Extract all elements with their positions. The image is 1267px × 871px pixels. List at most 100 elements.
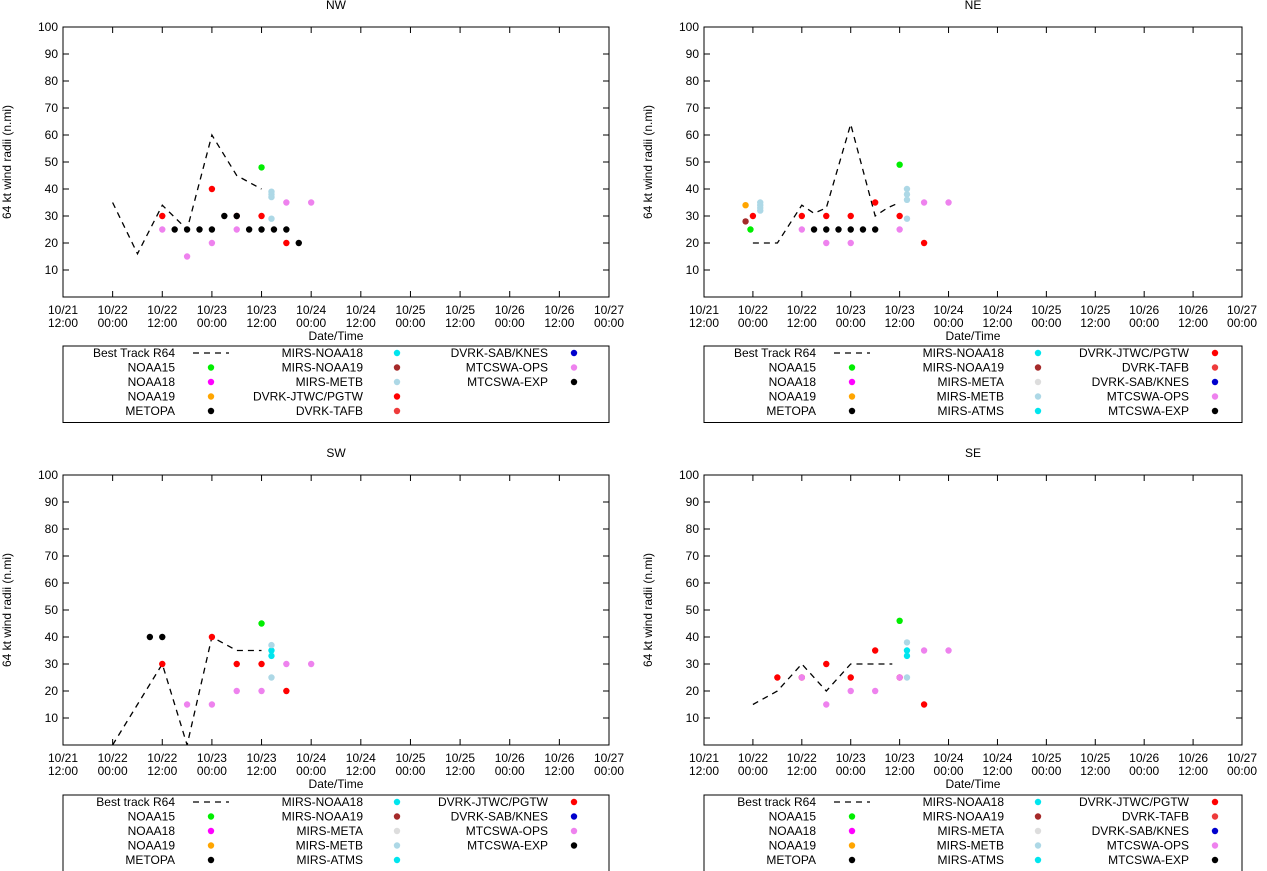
legend-dot-symbol — [393, 856, 401, 864]
y-tick-label: 90 — [686, 495, 700, 509]
x-tick-label-date: 10/22 — [147, 751, 177, 765]
legend-label: MTCSWA-EXP — [1108, 404, 1189, 418]
x-tick-label-time: 12:00 — [1080, 316, 1110, 330]
point-dvrk-jtwc-pgtw — [233, 660, 240, 668]
chart-panel-nw: NW 10 20 30 40 50 60 70 80 90 100 64 kt wind radii … — [0, 0, 624, 423]
legend-dot-symbol — [393, 798, 401, 806]
x-tick-label-date: 10/23 — [885, 751, 915, 765]
legend-dot-symbol — [207, 856, 215, 864]
y-tick-label: 30 — [686, 657, 700, 671]
point-mtcswa-exp — [159, 633, 166, 641]
legend-box — [62, 794, 610, 871]
legend-dot-symbol — [207, 407, 215, 415]
legend-label: MIRS-META — [297, 824, 363, 838]
x-tick-label-time: 00:00 — [594, 764, 624, 778]
y-tick-label: 100 — [38, 20, 58, 34]
chart-title: NE — [965, 0, 982, 12]
y-tick-label: 10 — [45, 711, 59, 725]
x-tick-label-time: 00:00 — [594, 316, 624, 330]
x-tick-label-date: 10/21 — [689, 303, 719, 317]
legend-label: NOAA19 — [128, 839, 176, 853]
legend-label: MIRS-METB — [937, 839, 1004, 853]
legend-label: NOAA15 — [769, 361, 817, 375]
point-mtcswa-ops — [283, 199, 290, 206]
x-tick-label-date: 10/23 — [836, 303, 866, 317]
legend-dot-symbol — [570, 349, 578, 357]
point-mirs-metb — [903, 185, 911, 193]
data-layer — [742, 121, 952, 247]
y-tick-label: 10 — [686, 711, 700, 725]
point-mtcswa-ops — [283, 660, 290, 668]
point-mtcswa-exp — [196, 226, 203, 233]
x-tick-label-date: 10/24 — [346, 751, 376, 765]
legend-dot-symbol — [1034, 349, 1042, 357]
y-tick-label: 40 — [686, 182, 700, 196]
y-tick-label: 60 — [686, 576, 700, 590]
x-tick-label-time: 12:00 — [787, 764, 817, 778]
legend-label: METOPA — [125, 404, 175, 418]
point-dvrk-jtwc-pgtw — [871, 647, 879, 654]
point-mirs-metb — [903, 674, 911, 681]
x-tick-label-time: 12:00 — [982, 764, 1012, 778]
x-tick-label-date: 10/23 — [836, 751, 866, 765]
point-dvrk-jtwc-pgtw — [847, 674, 854, 681]
x-tick-label-date: 10/25 — [445, 751, 475, 765]
y-tick-label: 20 — [45, 236, 59, 250]
point-dvrk-jtwc-pgtw — [258, 212, 265, 220]
x-tick-label-date: 10/22 — [98, 751, 128, 765]
legend-label: METOPA — [766, 853, 816, 867]
legend-dot-symbol — [848, 393, 856, 400]
legend-dot-symbol — [570, 827, 578, 835]
legend-dot-symbol — [393, 378, 401, 386]
point-mtcswa-exp — [245, 226, 253, 233]
y-tick-label: 100 — [679, 20, 699, 34]
x-tick-label-date: 10/25 — [395, 751, 425, 765]
point-mtcswa-ops — [920, 647, 928, 654]
legend-label: NOAA18 — [128, 824, 176, 838]
x-tick-label-time: 12:00 — [787, 316, 817, 330]
y-tick-label: 80 — [45, 74, 59, 88]
legend-label: MTCSWA-EXP — [467, 839, 548, 853]
x-tick-label-date: 10/26 — [1178, 751, 1208, 765]
x-tick-label-time: 00:00 — [1227, 764, 1257, 778]
x-tick-label-date: 10/27 — [1227, 303, 1257, 317]
plot-frame — [703, 474, 1243, 746]
legend-dot-symbol — [393, 407, 401, 415]
chart-panel-se: SE 10 20 30 40 50 60 70 80 90 100 64 kt wind radii … — [641, 446, 1257, 871]
point-mtcswa-exp — [146, 633, 154, 641]
point-mtcswa-ops — [847, 239, 854, 247]
chart-panel-ne: NE 10 20 30 40 50 60 70 80 90 100 64 kt wind radii … — [641, 0, 1257, 423]
legend-dot-symbol — [570, 798, 578, 806]
point-mtcswa-exp — [835, 226, 842, 233]
point-dvrk-jtwc-pgtw — [283, 687, 290, 695]
point-mtcswa-ops — [307, 199, 315, 206]
legend-dot-symbol — [393, 364, 401, 371]
legend-label: MIRS-METB — [296, 839, 363, 853]
x-tick-label-time: 00:00 — [98, 764, 128, 778]
point-mtcswa-exp — [208, 226, 216, 233]
point-mtcswa-ops — [183, 701, 191, 708]
x-tick-label-time: 00:00 — [836, 764, 866, 778]
x-tick-label-time: 00:00 — [296, 316, 326, 330]
point-mtcswa-exp — [283, 226, 290, 233]
legend-dot-symbol — [1211, 378, 1219, 386]
x-tick-label-date: 10/26 — [495, 751, 525, 765]
x-tick-label-date: 10/23 — [247, 303, 277, 317]
x-tick-label-time: 00:00 — [395, 316, 425, 330]
point-mirs-noaa18 — [268, 647, 275, 654]
legend-dot-symbol — [1034, 813, 1042, 820]
legend-label: DVRK-TAFB — [1122, 810, 1189, 824]
legend-label: METOPA — [766, 404, 816, 418]
legend-box — [62, 345, 610, 423]
plot-frame — [703, 26, 1243, 298]
legend-label: DVRK-SAB/KNES — [451, 810, 548, 824]
legend-label: DVRK-SAB/KNES — [1092, 375, 1189, 389]
point-dvrk-jtwc-pgtw — [208, 185, 216, 193]
point-noaa15 — [896, 617, 903, 624]
legend-label: MIRS-NOAA18 — [282, 346, 364, 360]
y-tick-label: 70 — [45, 549, 59, 563]
x-tick-label-date: 10/26 — [1178, 303, 1208, 317]
legend-dot-symbol — [1034, 378, 1042, 386]
point-dvrk-jtwc-pgtw — [823, 660, 830, 668]
y-axis-label: 64 kt wind radii (n.mi) — [0, 553, 14, 667]
